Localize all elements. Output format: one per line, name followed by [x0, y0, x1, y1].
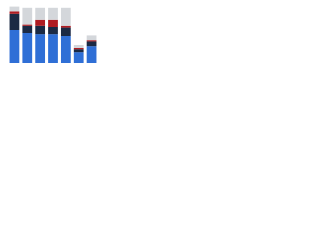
- bar-segment: [9, 30, 20, 63]
- bar-segment: [9, 6, 20, 12]
- bar-segment: [48, 7, 58, 20]
- bar-segment: [22, 24, 33, 26]
- bar-segment: [35, 7, 46, 20]
- bar-segment: [35, 19, 46, 26]
- bar-segment: [35, 25, 46, 35]
- bar-segment: [60, 7, 71, 26]
- bar-segment: [86, 40, 97, 42]
- bar-segment: [22, 25, 33, 33]
- bar-segment: [35, 34, 46, 63]
- bar-segment: [22, 33, 33, 63]
- page: {"chart_data": {"type": "stacked_bar", "…: [0, 0, 100, 71]
- bar-segment: [48, 34, 58, 63]
- bar-segment: [73, 49, 84, 53]
- bar-segment: [73, 48, 84, 50]
- chart: [9, 6, 97, 63]
- bar-segment: [73, 52, 84, 63]
- bar-segment: [86, 35, 97, 41]
- bar-segment: [9, 13, 20, 31]
- bar-segment: [9, 11, 20, 14]
- bar-segment: [86, 46, 97, 63]
- bar-segment: [73, 45, 84, 48]
- bar-segment: [22, 7, 33, 25]
- bar-segment: [48, 19, 58, 27]
- bar-segment: [60, 36, 71, 63]
- bar-segment: [60, 27, 71, 36]
- bar-segment: [86, 41, 97, 47]
- bar-segment: [60, 25, 71, 28]
- bar-segment: [48, 27, 58, 35]
